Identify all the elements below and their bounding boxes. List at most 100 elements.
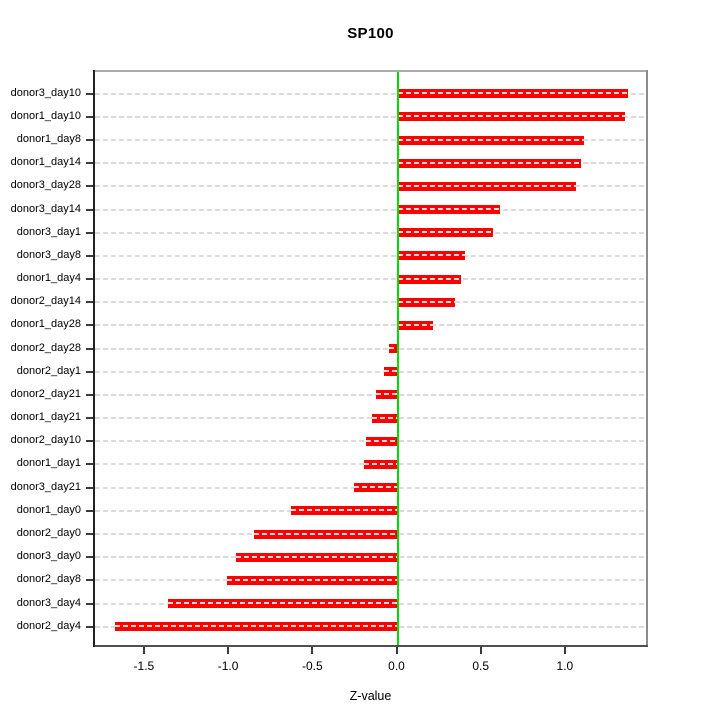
y-axis-tick: [86, 301, 93, 304]
bar-dash-pattern: [235, 555, 398, 558]
bar-dash-pattern: [397, 323, 433, 326]
x-axis-tick-label: 0.0: [388, 659, 405, 673]
category-label: donor1_day28: [10, 318, 81, 331]
bar-dash-pattern: [397, 208, 501, 211]
category-label: donor3_day10: [10, 86, 81, 99]
y-axis-tick: [86, 556, 93, 559]
y-axis-tick: [86, 324, 93, 327]
y-axis-tick: [86, 231, 93, 234]
category-label: donor2_day4: [16, 619, 81, 632]
bar: [384, 367, 398, 377]
bar-dash-pattern: [375, 393, 398, 396]
bar-dash-pattern: [397, 92, 629, 95]
bar-dash-pattern: [168, 602, 398, 605]
bar: [375, 390, 398, 400]
x-axis-tick: [311, 647, 314, 654]
category-label: donor1_day4: [16, 272, 81, 285]
gridline: [95, 185, 646, 188]
y-axis-tick: [86, 92, 93, 95]
bar-dash-pattern: [397, 184, 576, 187]
category-label: donor3_day28: [10, 179, 81, 192]
category-label: donor3_day4: [16, 596, 81, 609]
y-axis-tick: [86, 393, 93, 396]
zero-line: [396, 70, 399, 647]
bar: [397, 158, 582, 168]
category-label: donor2_day14: [10, 295, 81, 308]
x-axis-tick-label: 0.5: [472, 659, 490, 673]
bar-dash-pattern: [363, 462, 398, 465]
bar: [397, 205, 501, 215]
bar: [397, 89, 629, 99]
x-axis-tick-label: -1.0: [217, 659, 239, 673]
category-label: donor2_day0: [16, 527, 81, 539]
category-label: donor1_day10: [10, 109, 81, 122]
category-label: donor2_day28: [10, 341, 81, 354]
gridline: [95, 254, 646, 257]
y-axis-tick: [86, 417, 93, 420]
category-label: donor3_day21: [10, 480, 81, 493]
bar: [254, 529, 398, 539]
plot-area: [93, 70, 648, 647]
y-axis-tick: [86, 440, 93, 443]
category-label: donor3_day0: [16, 550, 81, 563]
category-label: donor1_day8: [16, 133, 81, 146]
bar-dash-pattern: [397, 231, 494, 234]
bar-dash-pattern: [372, 416, 398, 419]
x-axis-tick-label: -0.5: [301, 659, 323, 673]
bar-dash-pattern: [353, 486, 398, 489]
y-axis-tick: [86, 579, 93, 582]
y-axis-tick: [86, 347, 93, 350]
plot-border-right: [646, 70, 648, 647]
bar: [365, 436, 398, 446]
category-label: donor1_day21: [10, 411, 81, 424]
bar-dash-pattern: [389, 347, 398, 350]
bar: [397, 135, 585, 145]
gridline: [95, 92, 646, 95]
category-label: donor3_day8: [16, 248, 81, 261]
bar: [397, 320, 433, 330]
bar-dash-pattern: [254, 532, 398, 535]
category-label: donor2_day10: [10, 434, 81, 447]
category-label: donor2_day8: [16, 573, 81, 586]
y-axis-tick: [86, 278, 93, 281]
bar: [291, 506, 398, 516]
gridline: [95, 278, 646, 281]
gridline: [95, 347, 646, 350]
bar: [353, 483, 398, 493]
chart-title: SP100: [347, 25, 394, 42]
x-axis-tick: [479, 647, 482, 654]
bar: [397, 274, 462, 284]
gridline: [95, 139, 646, 142]
y-axis-tick: [86, 208, 93, 211]
gridline: [95, 301, 646, 304]
bar: [168, 599, 398, 609]
bar: [227, 575, 398, 585]
plot-border-bottom: [93, 645, 648, 647]
y-axis-tick: [86, 533, 93, 535]
y-axis-tick: [86, 115, 93, 118]
gridline: [95, 115, 646, 118]
bar: [397, 251, 465, 261]
bar-dash-pattern: [397, 138, 585, 141]
bar-dash-pattern: [397, 300, 455, 303]
y-axis-tick: [86, 162, 93, 165]
bar: [235, 552, 398, 562]
category-label: donor1_day1: [16, 457, 81, 470]
bar-dash-pattern: [114, 625, 398, 628]
y-axis-tick: [86, 625, 93, 628]
plot-border-left: [93, 70, 95, 647]
y-axis-tick: [86, 185, 93, 188]
gridline: [95, 417, 646, 420]
bar-dash-pattern: [291, 509, 398, 512]
x-axis-label: Z-value: [349, 689, 392, 703]
y-axis-tick: [86, 254, 93, 257]
bar-dash-pattern: [397, 115, 625, 118]
bar: [114, 622, 398, 632]
bar: [389, 344, 398, 354]
bar-dash-pattern: [227, 578, 398, 581]
y-axis-tick: [86, 486, 93, 489]
category-label: donor1_day14: [10, 156, 81, 169]
x-axis-tick: [142, 647, 145, 654]
bar-dash-pattern: [397, 277, 462, 280]
